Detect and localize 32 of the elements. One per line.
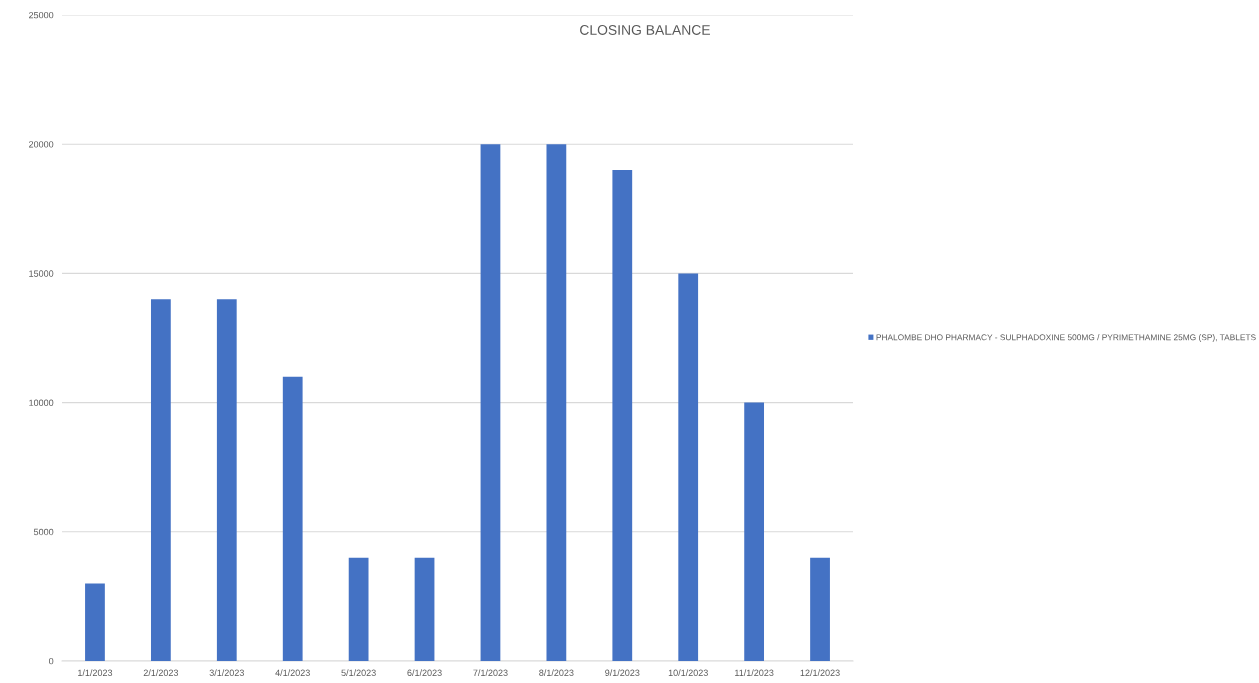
x-tick-label: 11/1/2023 (735, 669, 774, 676)
y-tick-label: 20000 (29, 141, 54, 148)
bar (282, 376, 303, 661)
bar (810, 557, 830, 661)
bar (678, 273, 699, 661)
x-tick-label: 6/1/2023 (407, 669, 442, 676)
bar (85, 583, 105, 661)
x-tick-label: 1/1/2023 (78, 669, 113, 676)
x-tick-label: 4/1/2023 (275, 669, 310, 676)
x-tick-label: 7/1/2023 (473, 669, 508, 676)
x-tick-label: 5/1/2023 (341, 669, 376, 676)
y-tick-label: 25000 (29, 11, 54, 19)
y-tick-label: 15000 (29, 270, 54, 277)
legend-label: PHALOMBE DHO PHARMACY - SULPHADOXINE 500MG / PYRIMETHAMINE 25MG (SP), TABLETS (876, 334, 1256, 342)
bar (546, 144, 567, 661)
x-tick-label: 3/1/2023 (209, 669, 244, 676)
bar (150, 299, 171, 661)
text: CLOSING BALANCE (580, 25, 710, 35)
bar (414, 557, 435, 661)
bar (216, 299, 237, 661)
bar (480, 144, 501, 661)
x-tick-label: 12/1/2023 (800, 669, 840, 676)
y-tick-label: 0 (49, 657, 54, 665)
x-tick-label: 2/1/2023 (143, 669, 179, 676)
x-tick-label: 9/1/2023 (605, 669, 640, 676)
y-tick-label: 5000 (33, 528, 54, 536)
bar (612, 170, 633, 661)
bar (744, 402, 765, 661)
x-tick-label: 10/1/2023 (668, 669, 708, 676)
y-tick-label: 10000 (29, 399, 54, 406)
bar (348, 557, 369, 661)
x-tick-label: 8/1/2023 (539, 669, 574, 676)
